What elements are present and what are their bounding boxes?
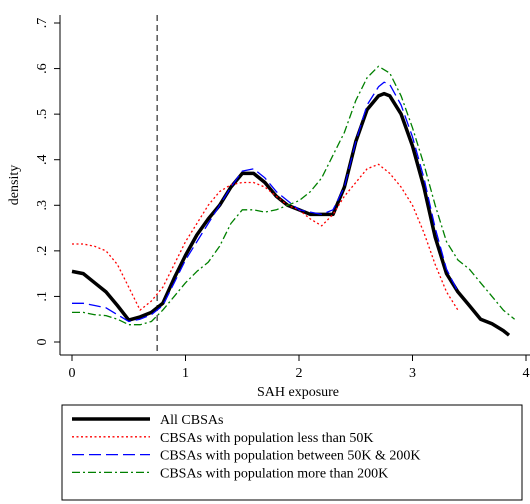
legend-label: CBSAs with population more than 200K <box>160 466 388 481</box>
y-axis-label: density <box>7 165 22 205</box>
series-line <box>72 163 459 311</box>
y-tick-label: .3 <box>35 200 50 211</box>
x-tick-label: 2 <box>296 366 303 381</box>
x-tick-label: 3 <box>409 366 416 381</box>
x-tick-label: 0 <box>69 366 76 381</box>
y-tick-label: .7 <box>35 18 50 29</box>
series-line <box>72 65 516 326</box>
legend-label: CBSAs with population between 50K & 200K <box>160 449 421 464</box>
series-line <box>71 91 511 337</box>
y-tick-label: .5 <box>35 109 50 120</box>
legend-box <box>61 404 523 501</box>
y-tick-label: .1 <box>35 291 50 302</box>
x-tick-label: 1 <box>182 366 189 381</box>
x-axis-label: SAH exposure <box>257 385 339 400</box>
x-tick-label: 4 <box>523 366 530 381</box>
y-tick-label: 0 <box>35 339 50 346</box>
legend-label: CBSAs with population less than 50K <box>160 431 374 446</box>
y-tick-label: .6 <box>35 63 50 74</box>
series-line <box>72 81 459 323</box>
y-tick-label: .2 <box>35 246 50 257</box>
legend-label: All CBSAs <box>160 413 223 428</box>
y-tick-label: .4 <box>35 154 50 165</box>
